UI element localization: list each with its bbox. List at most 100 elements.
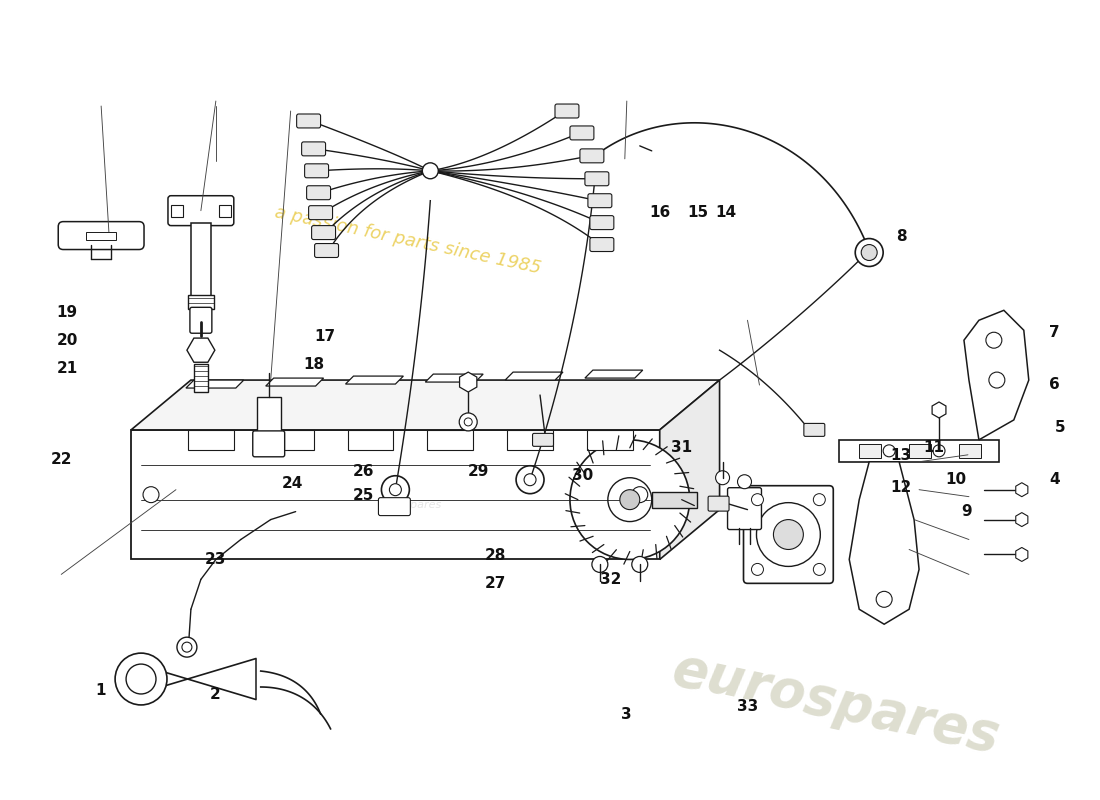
Circle shape: [592, 557, 608, 572]
FancyBboxPatch shape: [727, 488, 761, 530]
Text: 22: 22: [51, 452, 73, 467]
Text: 4: 4: [1049, 472, 1060, 487]
FancyBboxPatch shape: [378, 498, 410, 515]
Circle shape: [524, 474, 536, 486]
FancyBboxPatch shape: [580, 149, 604, 163]
Circle shape: [986, 332, 1002, 348]
Polygon shape: [964, 310, 1028, 440]
Bar: [651, 492, 696, 508]
FancyBboxPatch shape: [253, 431, 285, 457]
Text: 9: 9: [961, 504, 972, 519]
Bar: [188, 430, 234, 450]
Bar: [859, 444, 881, 458]
FancyBboxPatch shape: [585, 172, 609, 186]
Text: 33: 33: [737, 699, 758, 714]
Circle shape: [177, 637, 197, 657]
Circle shape: [737, 474, 751, 489]
Circle shape: [813, 494, 825, 506]
FancyBboxPatch shape: [556, 104, 579, 118]
Circle shape: [389, 484, 402, 496]
Circle shape: [933, 445, 945, 457]
Text: 26: 26: [353, 464, 374, 479]
Bar: [587, 430, 632, 450]
Bar: [86, 231, 117, 239]
Circle shape: [126, 664, 156, 694]
Polygon shape: [345, 376, 404, 384]
Polygon shape: [131, 380, 719, 430]
Text: 16: 16: [649, 205, 670, 220]
Text: 3: 3: [621, 707, 632, 722]
Text: 13: 13: [891, 448, 912, 463]
Text: a passion for parts since 1985: a passion for parts since 1985: [273, 203, 542, 278]
Circle shape: [464, 418, 472, 426]
FancyBboxPatch shape: [168, 196, 234, 226]
Text: 10: 10: [945, 472, 967, 487]
Bar: [909, 444, 931, 458]
Text: eurospares: eurospares: [379, 500, 441, 510]
Bar: [427, 430, 473, 450]
Text: 21: 21: [56, 361, 78, 376]
FancyBboxPatch shape: [708, 496, 729, 511]
Text: 18: 18: [304, 357, 324, 372]
FancyBboxPatch shape: [587, 194, 612, 208]
Text: 17: 17: [315, 329, 336, 344]
Text: 23: 23: [205, 552, 225, 567]
Circle shape: [861, 245, 877, 261]
Circle shape: [631, 557, 648, 572]
FancyBboxPatch shape: [309, 206, 332, 220]
Circle shape: [751, 494, 763, 506]
Circle shape: [813, 563, 825, 575]
Circle shape: [422, 163, 438, 178]
Circle shape: [619, 490, 640, 510]
Circle shape: [182, 642, 191, 652]
Text: 2: 2: [210, 687, 221, 702]
Polygon shape: [426, 374, 483, 382]
Circle shape: [883, 445, 895, 457]
Text: 31: 31: [671, 440, 692, 455]
Text: 20: 20: [56, 333, 78, 348]
Bar: [348, 430, 394, 450]
Text: 24: 24: [282, 476, 303, 491]
Circle shape: [382, 476, 409, 504]
Polygon shape: [585, 370, 642, 378]
FancyBboxPatch shape: [590, 238, 614, 251]
FancyBboxPatch shape: [190, 307, 212, 334]
Bar: [959, 444, 981, 458]
FancyBboxPatch shape: [307, 186, 331, 200]
Text: 32: 32: [600, 572, 621, 587]
FancyBboxPatch shape: [305, 164, 329, 178]
Bar: [507, 430, 553, 450]
FancyBboxPatch shape: [311, 226, 336, 239]
Text: 7: 7: [1049, 325, 1060, 340]
Text: 15: 15: [688, 205, 708, 220]
Circle shape: [143, 486, 160, 502]
FancyBboxPatch shape: [301, 142, 326, 156]
Circle shape: [608, 478, 651, 522]
Text: 14: 14: [715, 205, 736, 220]
Bar: [170, 205, 183, 217]
FancyBboxPatch shape: [744, 486, 834, 583]
Circle shape: [716, 470, 729, 485]
Bar: [267, 430, 314, 450]
Text: 30: 30: [572, 468, 594, 483]
Bar: [188, 295, 213, 310]
Text: 5: 5: [1055, 421, 1066, 435]
Text: 19: 19: [57, 305, 78, 320]
Text: 11: 11: [924, 440, 945, 455]
Bar: [219, 205, 231, 217]
Text: 1: 1: [95, 683, 106, 698]
Bar: [256, 397, 280, 433]
FancyBboxPatch shape: [58, 222, 144, 250]
Text: 28: 28: [484, 548, 506, 563]
FancyBboxPatch shape: [532, 434, 553, 446]
Bar: [131, 430, 660, 559]
Text: 12: 12: [891, 480, 912, 495]
Text: 8: 8: [895, 229, 906, 244]
Circle shape: [757, 502, 821, 566]
Text: 25: 25: [353, 488, 374, 503]
Circle shape: [459, 413, 477, 431]
FancyBboxPatch shape: [315, 243, 339, 258]
Circle shape: [773, 519, 803, 550]
Circle shape: [855, 238, 883, 266]
Circle shape: [989, 372, 1004, 388]
